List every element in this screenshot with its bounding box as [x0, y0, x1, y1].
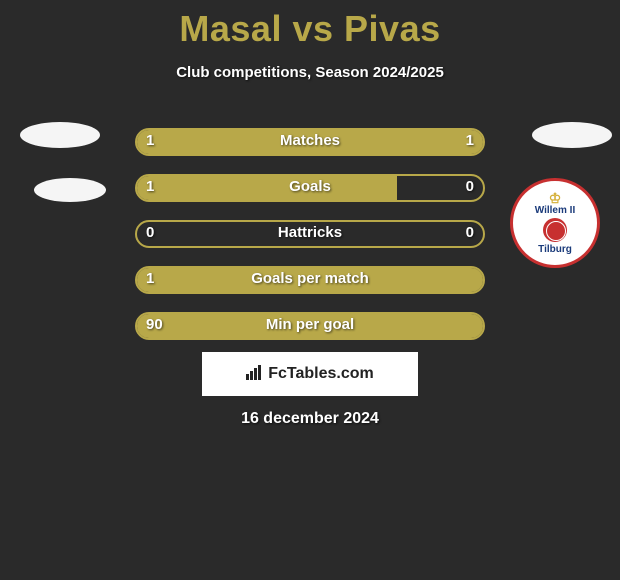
stat-label: Matches [135, 132, 485, 149]
watermark: FcTables.com [202, 352, 418, 396]
title-left: Masal [179, 8, 282, 49]
watermark-text: FcTables.com [268, 365, 374, 383]
stats-container: 11Matches10Goals00Hattricks1Goals per ma… [0, 120, 620, 350]
stat-row: 1Goals per match [0, 258, 620, 304]
page-title: Masal vs Pivas [0, 0, 620, 50]
stat-label: Hattricks [135, 224, 485, 241]
title-right: Pivas [344, 8, 441, 49]
chart-icon [246, 364, 264, 385]
stat-label: Min per goal [135, 316, 485, 333]
stat-row: 10Goals [0, 166, 620, 212]
stat-label: Goals per match [135, 270, 485, 287]
date-text: 16 december 2024 [0, 410, 620, 428]
stat-row: 90Min per goal [0, 304, 620, 350]
stat-row: 11Matches [0, 120, 620, 166]
subtitle: Club competitions, Season 2024/2025 [0, 64, 620, 81]
title-vs: vs [292, 8, 333, 49]
stat-row: 00Hattricks [0, 212, 620, 258]
stat-label: Goals [135, 178, 485, 195]
